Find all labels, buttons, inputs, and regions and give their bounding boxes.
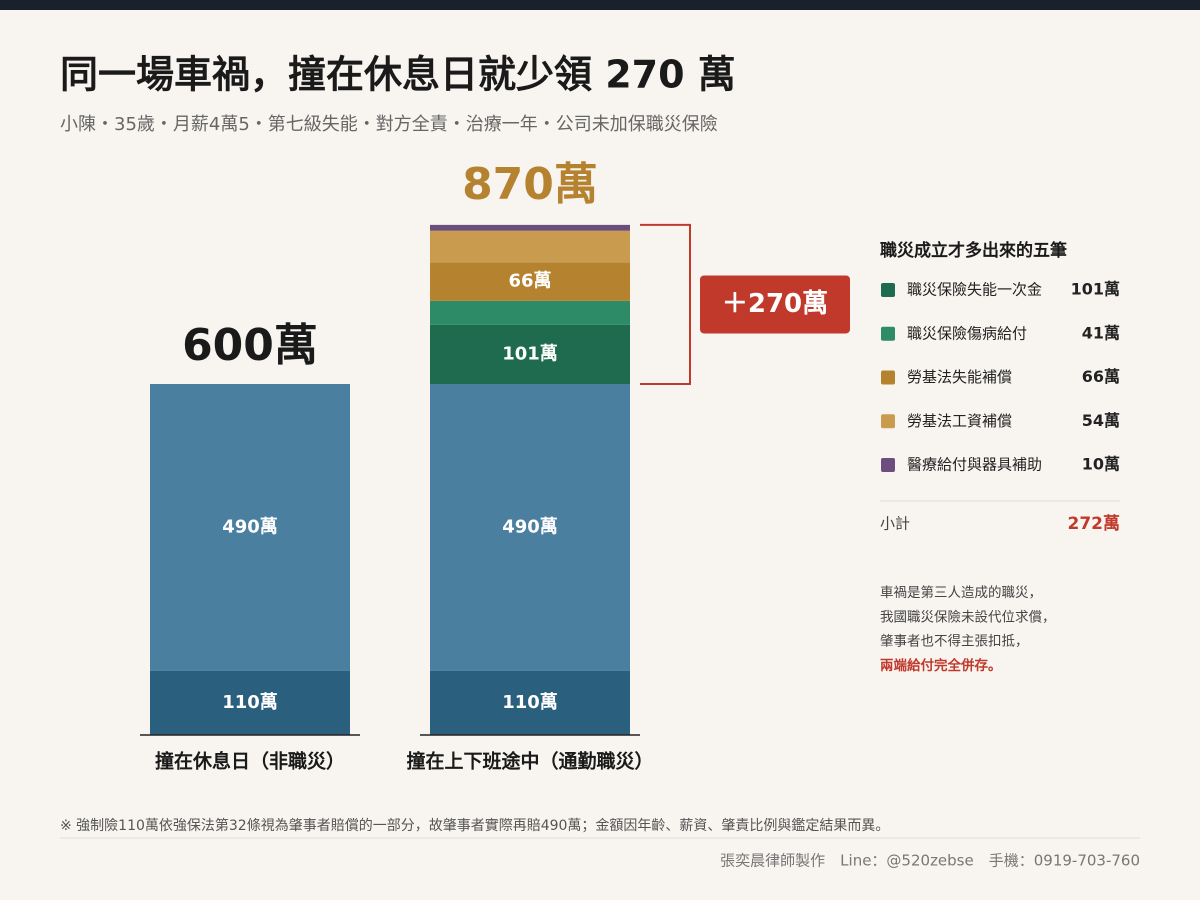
legend-value: 10萬 — [1082, 455, 1120, 474]
segment-label: 490萬 — [222, 516, 278, 537]
subtotal: 272萬 — [1068, 513, 1121, 534]
segment-label: 101萬 — [502, 343, 558, 364]
legend-value: 101萬 — [1071, 280, 1120, 299]
legend-label: 勞基法失能補償 — [907, 368, 1012, 386]
note: 我國職災保險未設代位求償， — [880, 609, 1056, 625]
credit: 張奕晨律師製作 Line：@520zebse 手機：0919-703-760 — [720, 852, 1140, 870]
bar-segment — [430, 224, 630, 231]
segment-label: 110萬 — [222, 692, 278, 713]
bar-segment — [430, 384, 630, 671]
chart-title: 同一場車禍，撞在休息日就少領 270 萬 — [60, 53, 736, 97]
difference-label: ＋270萬 — [722, 289, 828, 319]
bar-segment — [430, 670, 630, 735]
top-band — [0, 0, 1200, 10]
x-tick-label: 撞在上下班途中（通勤職災） — [406, 750, 653, 773]
chart-subtitle: 小陳・35歲・月薪4萬5・第七級失能・對方全責・治療一年・公司未加保職災保險 — [60, 114, 718, 135]
legend-value: 41萬 — [1082, 323, 1120, 342]
note: 車禍是第三人造成的職災， — [880, 584, 1042, 601]
legend-swatch — [881, 283, 895, 297]
segment-label: 110萬 — [502, 692, 558, 713]
bar-segment — [430, 324, 630, 384]
subtotal-name: 小計 — [880, 515, 910, 533]
total-label: 870萬 — [462, 159, 598, 210]
legend-swatch — [881, 370, 895, 385]
bar-segment — [150, 670, 350, 735]
bar-segment — [430, 230, 630, 263]
legend-value: 66萬 — [1082, 367, 1120, 386]
legend-title: 職災成立才多出來的五筆 — [880, 240, 1067, 261]
bar-segment — [430, 262, 630, 301]
bar-segment — [150, 384, 350, 671]
note: 肇事者也不得主張扣抵， — [880, 633, 1029, 650]
segment-label: 490萬 — [502, 516, 558, 537]
bracket — [640, 223, 691, 385]
total-label: 600萬 — [182, 320, 318, 371]
legend-label: 醫療給付與器具補助 — [907, 456, 1042, 474]
legend-label: 職災保險失能一次金 — [907, 281, 1042, 299]
legend-label: 勞基法工資補償 — [907, 412, 1012, 430]
x-tick-label: 撞在休息日（非職災） — [155, 750, 345, 773]
legend-swatch — [881, 414, 895, 429]
difference-box — [700, 275, 850, 334]
bar-segment — [430, 300, 630, 325]
legend-label: 職災保險傷病給付 — [907, 324, 1027, 342]
segment-label: 66萬 — [508, 271, 551, 292]
legend-value: 54萬 — [1082, 411, 1120, 430]
footnote: ※ 強制險110萬依強保法第32條視為肇事者賠償的一部分，故肇事者實際再賠490… — [60, 817, 889, 834]
legend-swatch — [881, 458, 895, 472]
legend-swatch — [881, 326, 895, 341]
note: 兩端給付完全併存。 — [880, 657, 1002, 674]
